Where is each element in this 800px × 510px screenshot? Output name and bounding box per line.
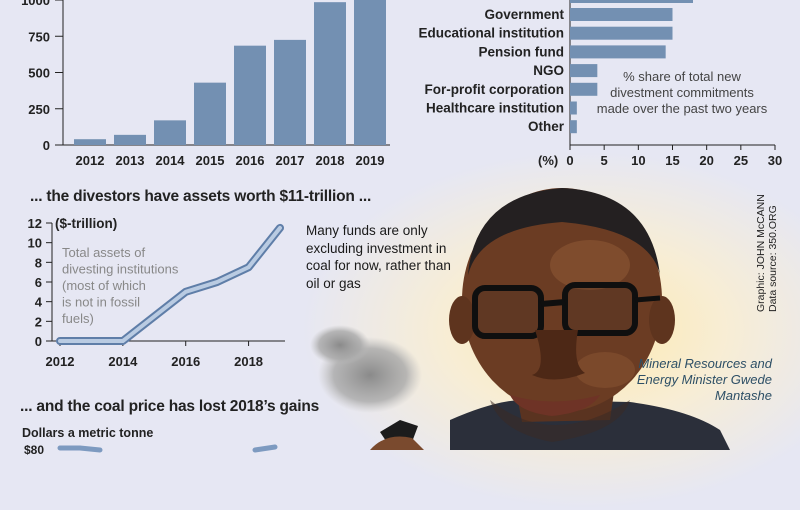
y-tick-label: 500 <box>28 66 50 81</box>
y-tick-label: 12 <box>28 216 42 231</box>
assets-annotation: Total assets of divesting institutions (mo… <box>62 245 179 326</box>
coal-line-fragment <box>57 444 278 453</box>
x-tick-label: 25 <box>734 153 748 168</box>
y-tick-label: 0 <box>35 334 42 349</box>
hbar-5 <box>570 101 577 115</box>
coal-units-label: Dollars a metric tonne <box>22 426 154 440</box>
y-tick-label: 1000 <box>21 0 50 8</box>
x-tick-label: 2013 <box>116 153 145 168</box>
x-tick-label: 2015 <box>196 153 225 168</box>
x-tick-label: 5 <box>601 153 608 168</box>
assets-line <box>58 225 282 343</box>
x-tick-label: 0 <box>566 153 573 168</box>
hbar-category-label: NGO <box>533 63 564 78</box>
assets-line-chart: 0 2 4 6 8 10 12 2012 2014 2016 2018 ($-trillion) Tot… <box>28 216 285 369</box>
x-tick-label: 2018 <box>316 153 345 168</box>
bar-2018 <box>314 2 346 145</box>
x-tick-label: 2012 <box>76 153 105 168</box>
y-tick-label: 750 <box>28 29 50 44</box>
y-tick-label: 10 <box>28 236 42 251</box>
x-tick-label: 30 <box>768 153 782 168</box>
y-tick-label: 250 <box>28 102 50 117</box>
y-axis-label: ($-trillion) <box>55 216 117 231</box>
hbar-category-label: Pension fund <box>479 44 565 59</box>
bar-2014 <box>154 120 186 145</box>
graphic-credit-author: Graphic: JOHN McCANN <box>755 194 767 312</box>
coal-note: Many funds are only excluding investment… <box>306 223 451 291</box>
hbar-6 <box>570 120 577 134</box>
bar-cropped <box>570 0 693 3</box>
hbar-category-label: Educational institution <box>419 26 565 41</box>
y-tick-label: 4 <box>35 295 43 310</box>
graphic-credit-source: Data source: 350.ORG <box>767 205 779 312</box>
x-tick-label: 2014 <box>108 354 138 369</box>
hbar-annotation: % share of total new divestment commitmen… <box>597 69 768 116</box>
bar-2012 <box>74 139 106 145</box>
hbar-category-label: For-profit corporation <box>425 82 564 97</box>
x-unit-label: (%) <box>538 153 558 168</box>
x-tick-label: 2016 <box>171 354 200 369</box>
assets-heading: ... the divestors have assets worth $11-… <box>30 188 372 205</box>
x-tick-label: 10 <box>631 153 645 168</box>
divestor-count-bar-chart: 0 250 500 750 1000 2012 2013 2014 2015 2016 2017 20… <box>21 0 390 168</box>
x-tick-label: 2016 <box>236 153 265 168</box>
x-tick-label: 2012 <box>46 354 75 369</box>
hbar-category-label: Government <box>484 7 564 22</box>
divestment-share-bar-chart: Government Educational institution Pension… <box>419 0 782 168</box>
coal-y-tick: $80 <box>24 443 45 457</box>
x-tick-label: 2019 <box>356 153 385 168</box>
y-tick-label: 0 <box>43 138 50 153</box>
bar-2019 <box>354 0 386 145</box>
bar-2013 <box>114 134 146 145</box>
graphic-credit: Graphic: JOHN McCANN Data source: 350.OR… <box>755 194 779 312</box>
hbar-2 <box>570 45 666 59</box>
x-tick-label: 2014 <box>156 153 186 168</box>
hbar-category-label: Other <box>528 119 565 134</box>
coal-heading: ... and the coal price has lost 2018’s g… <box>20 398 320 415</box>
y-tick-label: 6 <box>35 275 42 290</box>
portrait-caption: Mineral Resources and Energy Minister Gw… <box>636 356 772 403</box>
hbar-category-label: Healthcare institution <box>426 101 564 116</box>
hbar-4 <box>570 82 598 96</box>
x-tick-label: 2017 <box>276 153 305 168</box>
hbar-0 <box>570 8 673 21</box>
x-tick-label: 20 <box>699 153 713 168</box>
hbar-3 <box>570 64 598 78</box>
minister-portrait-illustration <box>310 188 730 450</box>
x-tick-label: 15 <box>665 153 679 168</box>
bar-2017 <box>274 39 306 145</box>
hbar-1 <box>570 26 673 40</box>
bar-2016 <box>234 45 266 145</box>
y-tick-label: 8 <box>35 255 42 270</box>
y-tick-label: 2 <box>35 314 42 329</box>
x-tick-label: 2018 <box>234 354 263 369</box>
bar-2015 <box>194 82 226 145</box>
